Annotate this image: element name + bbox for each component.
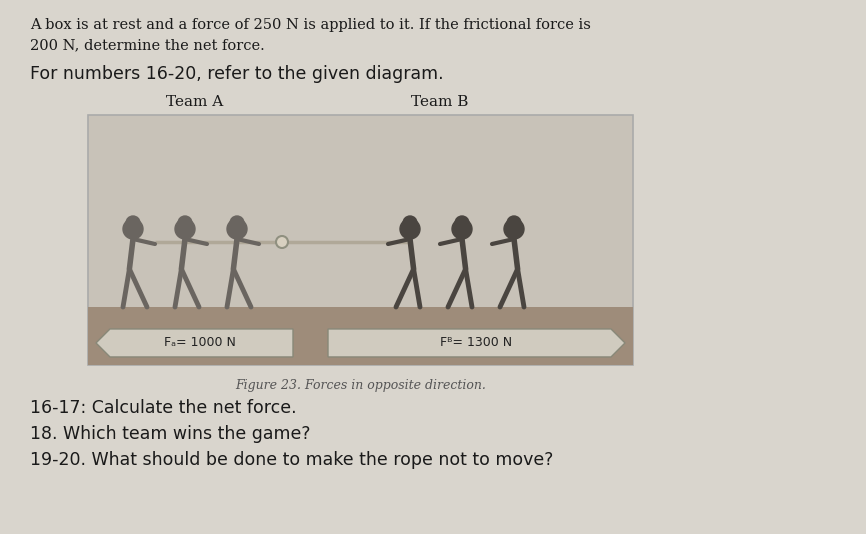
Text: 16-17: Calculate the net force.: 16-17: Calculate the net force. xyxy=(30,399,297,417)
Text: Team A: Team A xyxy=(166,95,223,109)
Circle shape xyxy=(227,219,247,239)
Circle shape xyxy=(455,216,469,230)
Text: 19-20. What should be done to make the rope not to move?: 19-20. What should be done to make the r… xyxy=(30,451,553,469)
Circle shape xyxy=(276,236,288,248)
Circle shape xyxy=(175,219,195,239)
Text: 18. Which team wins the game?: 18. Which team wins the game? xyxy=(30,425,311,443)
Circle shape xyxy=(452,219,472,239)
Polygon shape xyxy=(96,329,293,357)
Text: Fᴮ= 1300 N: Fᴮ= 1300 N xyxy=(441,336,513,349)
Circle shape xyxy=(178,216,192,230)
Bar xyxy=(88,115,633,365)
Text: A box is at rest and a force of 250 N is applied to it. If the frictional force : A box is at rest and a force of 250 N is… xyxy=(30,18,591,32)
Bar xyxy=(88,307,633,365)
Circle shape xyxy=(230,216,244,230)
Polygon shape xyxy=(328,329,625,357)
Circle shape xyxy=(507,216,521,230)
Text: Figure 23. Forces in opposite direction.: Figure 23. Forces in opposite direction. xyxy=(235,379,486,392)
Text: 200 N, determine the net force.: 200 N, determine the net force. xyxy=(30,38,265,52)
Text: For numbers 16-20, refer to the given diagram.: For numbers 16-20, refer to the given di… xyxy=(30,65,443,83)
Text: Team B: Team B xyxy=(411,95,469,109)
Circle shape xyxy=(400,219,420,239)
Circle shape xyxy=(123,219,143,239)
Circle shape xyxy=(504,219,524,239)
Text: Fₐ= 1000 N: Fₐ= 1000 N xyxy=(164,336,236,349)
Circle shape xyxy=(403,216,417,230)
Circle shape xyxy=(126,216,140,230)
